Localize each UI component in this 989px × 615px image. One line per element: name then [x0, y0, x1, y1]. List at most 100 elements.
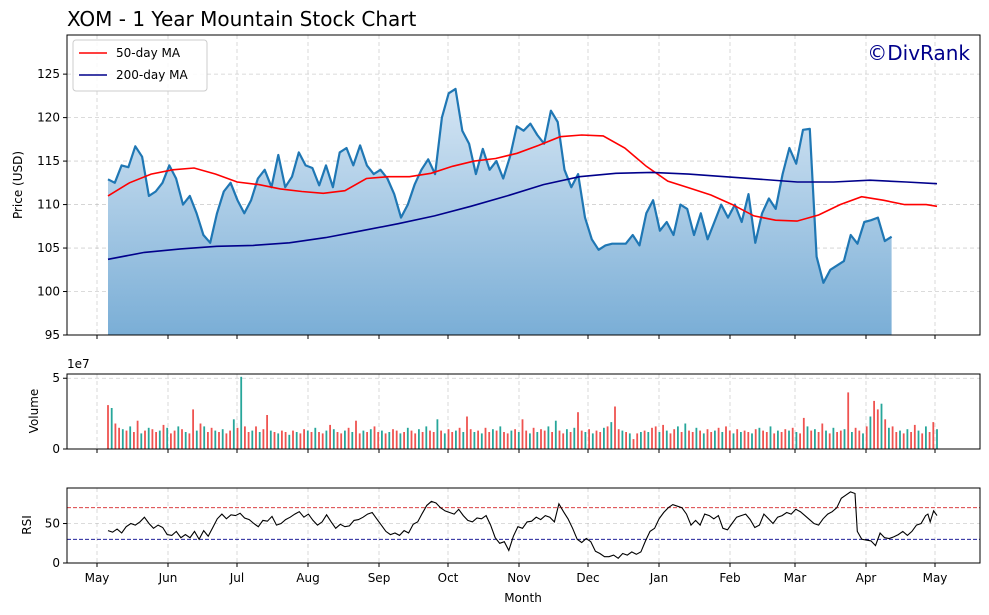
x-tick-label: Sep — [368, 571, 391, 585]
volume-bar — [662, 424, 664, 449]
volume-bar — [632, 439, 635, 449]
volume-bar — [762, 430, 764, 449]
volume-bar — [484, 427, 487, 449]
volume-bar — [288, 434, 291, 449]
volume-bar — [543, 430, 546, 449]
volume-bar — [810, 430, 813, 449]
volume-bar — [821, 423, 824, 449]
volume-bar — [817, 432, 820, 449]
y-tick-label: 105 — [37, 241, 60, 255]
volume-bar — [236, 427, 239, 449]
volume-bar — [221, 429, 224, 449]
volume-bar — [932, 422, 935, 449]
volume-bar — [806, 426, 809, 449]
volume-bar — [362, 430, 365, 449]
volume-bar — [873, 400, 875, 449]
volume-bar — [388, 432, 391, 449]
volume-bar — [732, 433, 735, 449]
volume-bar — [181, 429, 183, 449]
volume-bar — [329, 424, 331, 449]
volume-bar — [158, 430, 161, 449]
volume-bar — [369, 429, 372, 449]
volume-bar — [462, 432, 465, 449]
watermark: ©DivRank — [867, 41, 970, 65]
volume-bar — [480, 433, 483, 449]
volume-bar — [780, 432, 783, 449]
volume-bar — [510, 430, 513, 449]
x-tick-label: Jan — [649, 571, 669, 585]
volume-bar — [107, 405, 109, 449]
volume-bar — [325, 430, 328, 449]
volume-bar — [214, 430, 217, 449]
volume-bar — [758, 427, 761, 449]
volume-bar — [399, 433, 402, 449]
volume-bar — [170, 433, 172, 449]
volume-bar — [458, 427, 461, 449]
x-tick-label: Feb — [719, 571, 740, 585]
volume-bar — [677, 426, 679, 449]
volume-bar — [517, 432, 520, 449]
volume-bar — [266, 415, 268, 449]
volume-bar — [529, 433, 531, 449]
volume-bar — [355, 420, 357, 449]
volume-bar — [847, 392, 850, 449]
volume-bar — [680, 432, 683, 449]
volume-bar — [754, 429, 757, 449]
volume-bar — [466, 416, 468, 449]
volume-bar — [232, 419, 235, 449]
volume-bar — [281, 430, 283, 449]
volume-bars — [107, 376, 938, 449]
volume-bar — [492, 429, 494, 449]
volume-bar — [643, 430, 646, 449]
volume-bar — [595, 430, 598, 449]
chart-title: XOM - 1 Year Mountain Stock Chart — [67, 7, 416, 31]
rsi-ylabel: RSI — [20, 515, 34, 535]
volume-bar — [358, 433, 361, 449]
y-tick-label: 115 — [37, 154, 60, 168]
volume-bar — [455, 430, 457, 449]
x-tick-label: Mar — [784, 571, 807, 585]
volume-bar — [240, 376, 243, 449]
volume-bar — [665, 430, 668, 449]
volume-bar — [580, 430, 583, 449]
volume-bar — [895, 432, 898, 449]
volume-bar — [921, 433, 924, 449]
volume-bar — [888, 427, 890, 449]
volume-bar — [251, 430, 254, 449]
y-tick-label: 125 — [37, 67, 60, 81]
rsi-panel-frame — [66, 487, 981, 564]
volume-bar — [262, 429, 265, 449]
volume-bar — [928, 432, 931, 449]
price-panel-frame — [66, 34, 981, 336]
volume-bar — [869, 416, 872, 449]
volume-bar — [421, 432, 424, 449]
volume-bar — [525, 430, 528, 449]
volume-bar — [836, 432, 838, 449]
volume-bar — [188, 433, 191, 449]
volume-bar — [610, 422, 613, 449]
volume-bar — [366, 432, 368, 449]
volume-bar — [318, 432, 320, 449]
volume-bar — [184, 432, 187, 449]
volume-bar — [854, 427, 857, 449]
y-tick-label: 100 — [37, 285, 60, 299]
volume-ylabel: Volume — [27, 389, 41, 434]
volume-bar — [910, 432, 912, 449]
legend: 50-day MA 200-day MA — [72, 39, 208, 92]
volume-bar — [814, 429, 816, 449]
volume-bar — [440, 430, 442, 449]
volume-bar — [269, 430, 272, 449]
volume-bar — [717, 427, 720, 449]
volume-bar — [207, 432, 209, 449]
volume-bar — [784, 429, 787, 449]
price-panel: 95 100 105 110 115 120 125 Price (USD) ©DivRan… — [11, 34, 981, 342]
volume-bar — [273, 432, 276, 449]
volume-bar — [314, 427, 317, 449]
volume-bar — [129, 426, 132, 449]
volume-bar — [791, 427, 794, 449]
x-axis-ticks: May Jun Jul Aug Sep Oct Nov Dec Jan Feb Mar Apr May — [85, 335, 947, 585]
volume-bar — [799, 433, 801, 449]
volume-bar — [499, 426, 502, 449]
volume-bar — [936, 429, 938, 449]
